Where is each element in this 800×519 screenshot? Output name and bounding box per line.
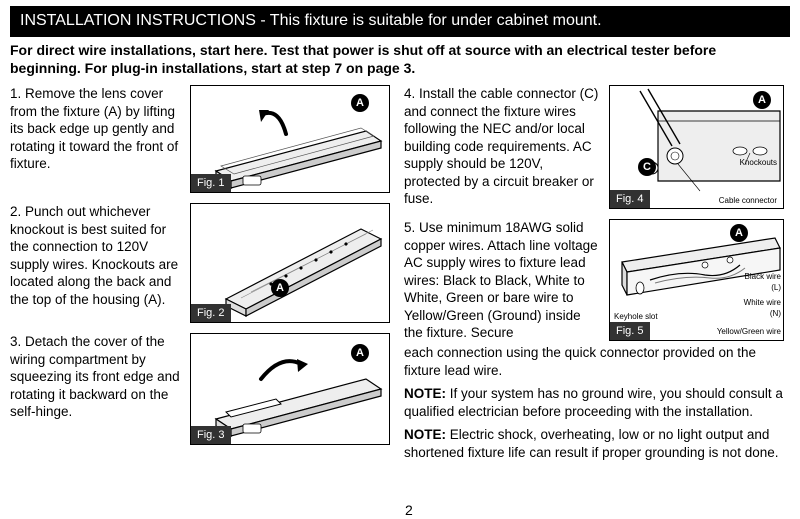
figure-1-label: Fig. 1 (191, 174, 231, 192)
figure-3-label: Fig. 3 (191, 426, 231, 444)
step-3-text: 3. Detach the cover of the wiring compar… (10, 333, 182, 445)
figure-5: A Keyhole slot Black wire (L) White wire… (609, 219, 784, 341)
note-1-text: If your system has no ground wire, you s… (404, 386, 783, 419)
figure-1: A Fig. 1 (190, 85, 390, 193)
figure-3: A Fig. 3 (190, 333, 390, 445)
annot-white-wire: White wire (N) (731, 298, 781, 319)
note-2-label: NOTE: (404, 427, 446, 442)
note-2-text: Electric shock, overheating, low or no l… (404, 427, 778, 460)
step-5-row: 5. Use minimum 18AWG solid copper wires.… (404, 219, 784, 342)
step-3-row: 3. Detach the cover of the wiring compar… (10, 333, 390, 445)
instructions-title: INSTALLATION INSTRUCTIONS - This fixture… (10, 6, 790, 37)
figure-4: A C Knockouts Cable connector Fig. 4 (609, 85, 784, 209)
step-4-text: 4. Install the cable connector (C) and c… (404, 85, 601, 209)
annot-knockouts: Knockouts (740, 158, 777, 168)
figure-5-label: Fig. 5 (610, 322, 650, 340)
note-2: NOTE: Electric shock, overheating, low o… (404, 426, 784, 461)
annot-yg-wire: Yellow/Green wire (717, 327, 781, 337)
step-4-row: 4. Install the cable connector (C) and c… (404, 85, 784, 209)
step-5-text-partial: 5. Use minimum 18AWG solid copper wires.… (404, 219, 601, 342)
annot-black-wire: Black wire (L) (741, 272, 781, 293)
note-1: NOTE: If your system has no ground wire,… (404, 385, 784, 420)
step-5-text-top: 5. Use minimum 18AWG solid copper wires.… (404, 220, 598, 340)
step-2-row: 2. Punch out whichever knockout is best … (10, 203, 390, 323)
step-1-text: 1. Remove the lens cover from the fixtur… (10, 85, 182, 193)
left-column: 1. Remove the lens cover from the fixtur… (10, 85, 390, 461)
step-1-row: 1. Remove the lens cover from the fixtur… (10, 85, 390, 193)
step-5-text-continuation: each connection using the quick connecto… (404, 344, 784, 379)
columns-container: 1. Remove the lens cover from the fixtur… (10, 85, 790, 461)
annot-keyhole: Keyhole slot (614, 312, 658, 322)
note-1-label: NOTE: (404, 386, 446, 401)
intro-text: For direct wire installations, start her… (10, 41, 790, 77)
figure-2: A Fig. 2 (190, 203, 390, 323)
figure-2-label: Fig. 2 (191, 304, 231, 322)
figure-4-label: Fig. 4 (610, 190, 650, 208)
annot-cable-connector: Cable connector (719, 196, 777, 206)
step-2-text: 2. Punch out whichever knockout is best … (10, 203, 182, 323)
page-number: 2 (405, 501, 413, 519)
right-column: 4. Install the cable connector (C) and c… (404, 85, 784, 461)
